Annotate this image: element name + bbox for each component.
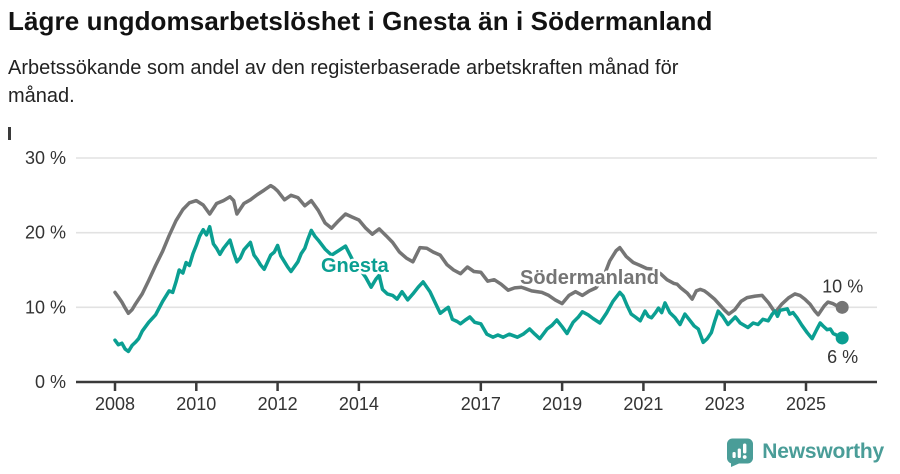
x-tick-label: 2010 <box>176 394 216 414</box>
x-tick-label: 2017 <box>461 394 501 414</box>
y-tick-label: 10 % <box>25 297 66 317</box>
series-label-södermanland: Södermanland <box>520 267 659 289</box>
x-tick-label: 2023 <box>705 394 745 414</box>
y-tick-label: 20 % <box>25 223 66 243</box>
x-tick-label: 2021 <box>623 394 663 414</box>
newsworthy-logo-icon <box>727 438 754 467</box>
chart-header: Lägre ungdomsarbetslöshet i Gnesta än i … <box>8 4 868 110</box>
series-line-södermanland <box>113 183 844 317</box>
x-tick-label: 2025 <box>786 394 826 414</box>
series-label-gnesta: Gnesta <box>321 255 390 277</box>
x-tick-label: 2008 <box>95 394 135 414</box>
x-tick-label: 2014 <box>339 394 379 414</box>
axis-corner-tick <box>8 127 11 140</box>
chart-subtitle: Arbetssökande som andel av den registerb… <box>8 54 868 110</box>
end-dot-gnesta <box>835 331 849 345</box>
line-chart-canvas: 0 % 10 % 20 % 30 % 2008 2010 2012 2014 2017 2019 2… <box>25 148 877 414</box>
chart-subtitle-line-2: månad. <box>8 85 75 107</box>
x-tick-label: 2012 <box>258 394 298 414</box>
end-dot-södermanland <box>835 300 849 314</box>
footer-brand: Newsworthy <box>726 436 884 468</box>
end-value-label-gnesta: 6 % <box>827 347 858 367</box>
end-value-label-södermanland: 10 % <box>822 276 863 296</box>
x-tick-label: 2019 <box>542 394 582 414</box>
y-tick-label: 0 % <box>35 372 66 392</box>
series-line-gnesta <box>113 224 844 354</box>
chart-title: Lägre ungdomsarbetslöshet i Gnesta än i … <box>8 6 713 36</box>
chart-subtitle-line-1: Arbetssökande som andel av den registerb… <box>8 57 679 79</box>
newsworthy-wordmark: Newsworthy <box>762 440 884 463</box>
y-tick-label: 30 % <box>25 148 66 168</box>
